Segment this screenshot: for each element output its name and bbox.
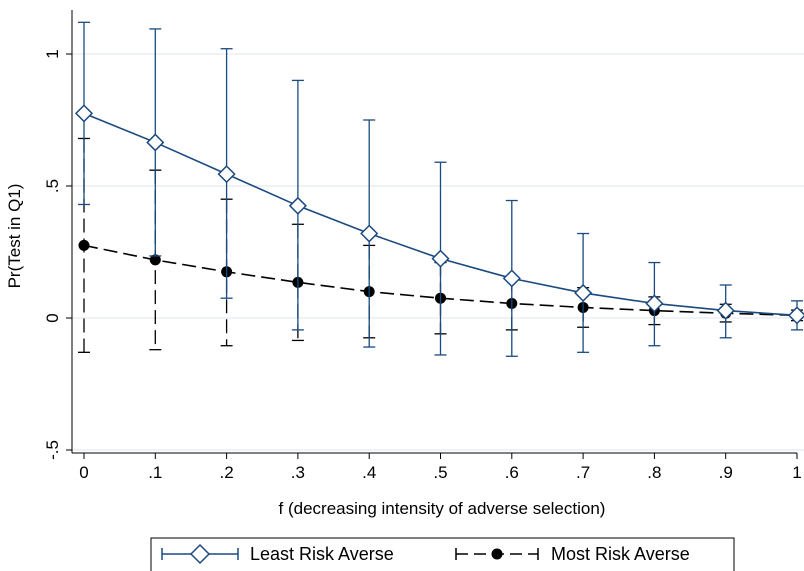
data-point bbox=[288, 196, 307, 215]
x-tick-label: .4 bbox=[362, 463, 376, 482]
x-tick-label: .8 bbox=[647, 463, 661, 482]
x-tick-label: .5 bbox=[433, 463, 447, 482]
legend: Least Risk Averse Most Risk Averse bbox=[150, 537, 735, 571]
data-point bbox=[360, 224, 379, 243]
y-tick-label: 1 bbox=[43, 49, 62, 58]
data-point bbox=[149, 254, 161, 266]
legend-key-marker bbox=[189, 543, 211, 565]
data-point bbox=[645, 294, 664, 313]
x-tick-label: .9 bbox=[719, 463, 733, 482]
data-point bbox=[431, 249, 450, 268]
y-tick-label: -.5 bbox=[43, 440, 62, 460]
plot-area bbox=[74, 21, 804, 357]
data-point bbox=[787, 306, 804, 325]
x-tick-label: 1 bbox=[792, 463, 801, 482]
y-tick-label: 0 bbox=[43, 313, 62, 322]
y-tick-label: .5 bbox=[43, 179, 62, 193]
data-point bbox=[502, 269, 521, 288]
data-point bbox=[78, 239, 90, 251]
x-tick-label: .2 bbox=[220, 463, 234, 482]
legend-box bbox=[150, 537, 735, 571]
data-point bbox=[146, 133, 165, 152]
x-tick-label: .3 bbox=[291, 463, 305, 482]
legend-label: Least Risk Averse bbox=[250, 544, 394, 564]
data-point bbox=[74, 104, 94, 123]
series-least-risk-averse bbox=[74, 21, 804, 357]
data-point bbox=[716, 301, 735, 320]
data-point bbox=[574, 283, 593, 302]
data-point bbox=[217, 165, 236, 184]
legend-label: Most Risk Averse bbox=[551, 544, 690, 564]
y-axis-title: Pr(Test in Q1) bbox=[5, 184, 24, 289]
x-tick-label: 0 bbox=[79, 463, 88, 482]
axes: -.5 0 .5 1 0 .1 .2 .3 .4 .5 .6 .7 .8 .9 1 bbox=[43, 10, 802, 482]
x-axis-title: f (decreasing intensity of adverse selec… bbox=[279, 499, 606, 518]
x-tick-label: .1 bbox=[148, 463, 162, 482]
x-tick-label: .6 bbox=[505, 463, 519, 482]
x-tick-label: .7 bbox=[576, 463, 590, 482]
gridlines bbox=[72, 53, 804, 451]
legend-key-marker bbox=[491, 548, 503, 560]
